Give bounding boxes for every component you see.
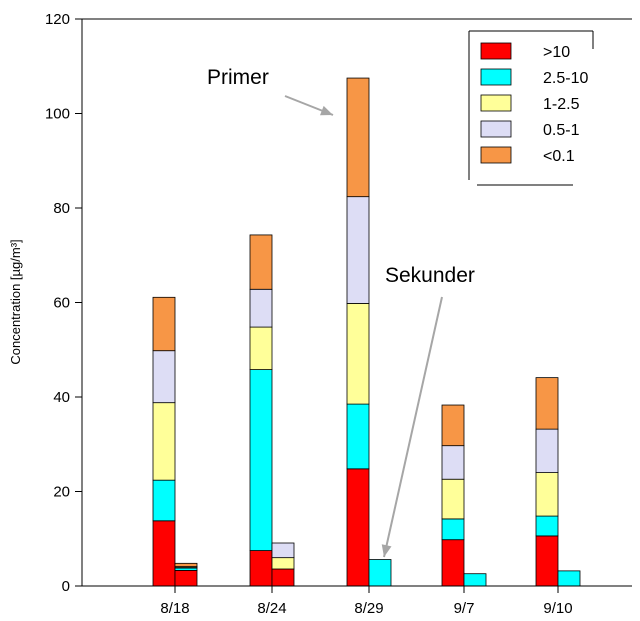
bars-layer — [152, 77, 581, 587]
bar-segment — [441, 478, 465, 520]
y-tick-label: 20 — [53, 484, 70, 501]
y-tick-label: 60 — [53, 295, 70, 312]
y-axis-title: Concentration [µg/m³] — [8, 239, 23, 364]
bar-segment — [557, 570, 581, 587]
annotation-primer-arrow-head — [320, 105, 333, 116]
bar-segment — [346, 303, 370, 405]
legend-swatch — [480, 120, 512, 138]
legend-swatch — [480, 94, 512, 112]
bar-segment — [441, 518, 465, 541]
x-tick-label: 8/29 — [354, 600, 383, 617]
bar-segment — [174, 562, 198, 568]
bar-segment — [535, 535, 559, 587]
annotation-sekunder: Sekunder — [385, 264, 475, 287]
bar-segment — [152, 350, 176, 404]
bar-segment — [152, 520, 176, 587]
bar-segment — [346, 403, 370, 470]
bar-segment — [535, 377, 559, 430]
bar-segment — [249, 288, 273, 328]
bar-segment — [249, 369, 273, 551]
legend: >10 2.5-10 1-2.5 0.5-1 <0.1 — [468, 30, 594, 186]
y-tick-label: 80 — [53, 200, 70, 217]
y-tick-label: 40 — [53, 389, 70, 406]
x-tick-label: 9/7 — [454, 600, 475, 617]
y-tick-label: 100 — [45, 106, 70, 123]
y-tick-label: 120 — [45, 11, 70, 28]
annotations: Primer Sekunder — [207, 66, 475, 558]
bar-segment — [249, 234, 273, 290]
bar-segment — [271, 568, 295, 587]
annotation-primer: Primer — [207, 66, 269, 89]
bar-segment — [346, 468, 370, 587]
legend-swatch — [480, 42, 512, 60]
bar-segment — [346, 77, 370, 198]
legend-swatch — [480, 68, 512, 86]
bar-segment — [368, 559, 392, 587]
legend-label: 0.5-1 — [543, 122, 580, 139]
annotation-sekunder-arrow-head — [381, 544, 392, 557]
legend-label: 2.5-10 — [543, 70, 588, 87]
bar-segment — [535, 428, 559, 474]
bar-segment — [535, 515, 559, 537]
legend-label: <0.1 — [543, 148, 575, 165]
x-tick-label: 9/10 — [543, 600, 572, 617]
bar-segment — [152, 479, 176, 522]
bar-segment — [152, 296, 176, 352]
y-tick-label: 0 — [62, 578, 70, 595]
bar-segment — [174, 570, 198, 587]
axes-layer: 0 20 40 60 80 100 120 8/18 8/24 8/29 9/7 9/10 — [45, 11, 632, 617]
legend-label: 1-2.5 — [543, 96, 580, 113]
bar-segment — [152, 402, 176, 481]
bar-segment — [441, 445, 465, 480]
bar-segment — [271, 557, 295, 570]
legend-label: >10 — [543, 44, 570, 61]
bar-segment — [271, 542, 295, 559]
bar-segment — [535, 472, 559, 517]
x-tick-label: 8/18 — [160, 600, 189, 617]
annotation-sekunder-arrow — [383, 296, 443, 558]
bar-segment — [441, 539, 465, 587]
bar-segment — [346, 196, 370, 304]
legend-swatch — [480, 146, 512, 164]
x-tick-label: 8/24 — [257, 600, 286, 617]
bar-segment — [441, 404, 465, 447]
bar-segment — [463, 573, 487, 587]
bar-segment — [249, 550, 273, 587]
bar-segment — [249, 326, 273, 370]
